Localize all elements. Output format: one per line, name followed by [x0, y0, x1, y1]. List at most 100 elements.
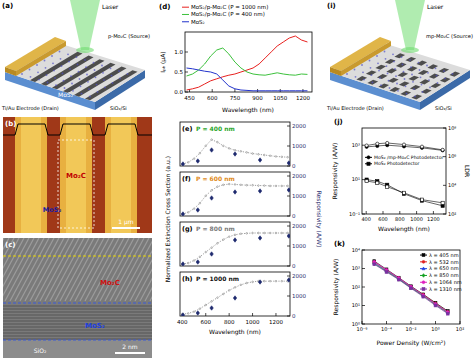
afm-stripe [15, 117, 47, 233]
mos2-atom [389, 87, 391, 89]
marker [287, 234, 290, 238]
mos2-atom [86, 74, 88, 76]
image-label: Mo₂C [66, 172, 86, 180]
y-tick [362, 214, 365, 215]
marker [263, 185, 265, 187]
laser-beam [395, 0, 425, 50]
electrode-side [341, 41, 391, 76]
lattice-fringe [20, 238, 54, 301]
marker [233, 296, 236, 300]
legend-swatch [422, 254, 425, 257]
marker [199, 308, 201, 310]
mo2c-pillar [405, 57, 416, 62]
y-tick-label: 10⁻¹ [349, 211, 360, 217]
legend-label: MoS₂/p-Mo₂C (P = 1000 nm) [191, 4, 268, 11]
y2-tick-label: 1000 [292, 293, 306, 299]
mos2-atom [392, 53, 394, 55]
marker [222, 184, 224, 186]
image-label: Mo₂C [100, 279, 120, 287]
legend-swatch [182, 14, 189, 15]
y2-tick-label: 0 [292, 313, 296, 319]
marker [181, 212, 184, 216]
lattice-fringe [105, 238, 139, 301]
mo2c-pillar [438, 68, 449, 73]
x-tick-label: 750 [230, 95, 241, 101]
mos2-atom [38, 79, 40, 81]
series-line [182, 184, 287, 214]
x-tick-label: 600 [207, 95, 218, 101]
x-tick [212, 89, 213, 92]
panel-label: (h) [182, 275, 193, 283]
mos2-atom [112, 82, 114, 84]
marker [181, 162, 184, 166]
mos2-layer [3, 336, 152, 337]
mos2-atom [51, 55, 53, 57]
marker [228, 290, 230, 292]
mos2-layer [3, 339, 152, 340]
marker [287, 232, 289, 234]
mo2c-pillar [399, 81, 410, 86]
mos2-atom [76, 56, 78, 58]
mos2-atom [118, 70, 120, 72]
schematic-label: mp-Mo₂C (Source) [426, 33, 473, 40]
schematic-label: Ti/Au Electrode (Drain) [326, 105, 384, 111]
y-axis-label: Normalized Extinction Cross Section (a.u… [164, 156, 171, 282]
marker [199, 152, 201, 154]
mos2-atom [444, 78, 446, 80]
x-tick-label: 1000 [246, 319, 260, 325]
mos2-atom [54, 77, 56, 79]
y-tick [185, 92, 188, 93]
marker [187, 313, 189, 315]
series-line [187, 48, 308, 76]
electrode-side [16, 41, 66, 76]
y-tick [362, 250, 365, 251]
marker [275, 280, 277, 282]
marker [275, 156, 277, 158]
lattice-fringe [60, 238, 94, 301]
schematic-label: SiO₂/Si [110, 105, 127, 111]
marker [228, 183, 230, 185]
laser-beam [70, 0, 100, 50]
mos2-atom [393, 61, 395, 63]
marker [193, 208, 195, 210]
y-axis-label: Iₚₕ (μA) [159, 51, 167, 72]
mos2-atom [97, 91, 99, 93]
mos2-atom [37, 71, 39, 73]
mos2-layer [3, 315, 152, 316]
y2-tick [287, 216, 290, 217]
legend-swatch [420, 282, 427, 283]
y2-tick [287, 126, 290, 127]
marker [217, 297, 219, 299]
marker [196, 311, 199, 315]
marker [210, 252, 213, 256]
annotation: P = 1000 nm [196, 275, 239, 282]
marker [397, 278, 400, 282]
legend-swatch [422, 267, 425, 270]
y2-tick-label: 0 [292, 163, 296, 169]
mos2-atom [426, 65, 428, 67]
marker [410, 286, 413, 290]
lattice-fringe [30, 238, 64, 301]
annotation: P = 800 nm [196, 225, 235, 232]
marker [365, 179, 368, 182]
region-outline [58, 140, 94, 228]
y2-tick [443, 214, 446, 215]
mos2-atom [81, 93, 83, 95]
y-axis-label: Responsivity (A/W) [331, 143, 339, 200]
marker [373, 260, 376, 263]
mos2-atom [103, 79, 105, 81]
marker [210, 148, 213, 152]
electrode-front [330, 67, 341, 76]
legend-label: λ = 850 nm [429, 272, 459, 278]
y2-axis-label: Responsivity (A/W) [315, 191, 323, 248]
x-axis-label: Power Density (W/cm²) [377, 339, 446, 347]
lattice-fringe [15, 238, 49, 301]
mos2-atom [21, 73, 23, 75]
mos2-atom [452, 73, 454, 75]
mos2-atom [119, 78, 121, 80]
sio2-region [3, 340, 152, 358]
schematic-label: Ti/Au Electrode (Drain) [1, 105, 59, 111]
mos2-atom [403, 71, 405, 73]
marker [281, 185, 283, 187]
series-group [365, 141, 444, 207]
